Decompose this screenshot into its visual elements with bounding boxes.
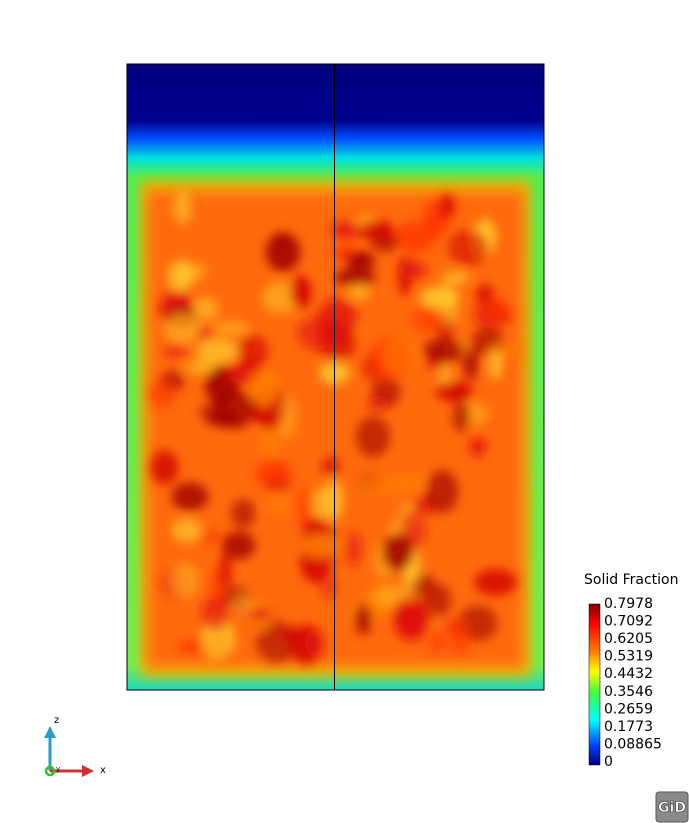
contour-blob <box>321 456 340 477</box>
legend: Solid Fraction 0.79780.70920.62050.53190… <box>584 572 678 770</box>
contour-blob <box>316 298 358 340</box>
contour-blob <box>330 221 362 240</box>
contour-blob <box>449 618 469 655</box>
contour-blob <box>236 334 269 369</box>
contour-blob <box>171 563 199 598</box>
contour-blob <box>171 518 203 543</box>
contour-blob <box>231 595 255 621</box>
contour-field <box>127 64 544 690</box>
contour-blob <box>296 487 312 528</box>
logo-text: GiD <box>658 800 686 816</box>
contour-blob <box>394 473 426 493</box>
contour-blob <box>255 460 292 488</box>
axis-triad: z x y <box>44 715 106 777</box>
x-label: x <box>100 765 106 776</box>
contour-blob <box>360 475 400 496</box>
contour-blob <box>346 252 376 272</box>
domain-outline <box>126 63 545 691</box>
contour-blob <box>489 349 502 381</box>
contour-blob <box>163 343 189 357</box>
contour-blob <box>382 533 414 572</box>
contour-blob <box>367 395 389 412</box>
x-arrowhead <box>82 765 94 777</box>
legend-label: 0.4432 <box>604 666 653 682</box>
contour-blob <box>148 380 177 408</box>
contour-blob <box>200 597 230 632</box>
contour-blob <box>322 479 344 521</box>
contour-blob <box>168 259 194 292</box>
legend-label: 0.7092 <box>604 614 653 630</box>
contour-blob <box>474 569 517 596</box>
contour-blob <box>150 449 179 485</box>
contour-blob <box>282 627 301 643</box>
contour-blob <box>279 395 297 439</box>
logo-badge <box>655 791 689 823</box>
legend-label: 0.6205 <box>604 631 653 647</box>
contour-blob <box>420 286 461 309</box>
contour-blob <box>172 190 193 225</box>
contour-blob <box>290 275 312 309</box>
contour-blob <box>354 603 372 635</box>
contour-blob <box>358 221 395 239</box>
contour-blob <box>424 338 464 363</box>
contour-blob <box>399 259 427 281</box>
contour-blob <box>462 346 479 381</box>
contour-blob <box>265 232 301 272</box>
contour-blob <box>221 531 256 560</box>
legend-label: 0.7978 <box>604 596 653 612</box>
legend-label: 0 <box>604 754 613 770</box>
contour-blob <box>469 437 486 456</box>
contour-blob <box>321 573 336 600</box>
contour-blob <box>171 482 209 512</box>
contour-blob <box>452 401 470 432</box>
legend-label: 0.1773 <box>604 719 653 735</box>
legend-label: 0.2659 <box>604 701 653 717</box>
contour-blob <box>230 498 256 528</box>
contour-blob <box>439 193 455 219</box>
contour-blob <box>302 534 343 558</box>
contour-blob <box>412 304 444 334</box>
contour-blob <box>393 221 436 253</box>
z-arrowhead <box>44 726 56 738</box>
contour-blob <box>380 339 416 375</box>
legend-label: 0.3546 <box>604 684 653 700</box>
contour-blob <box>196 338 239 364</box>
contour-blob <box>184 360 216 375</box>
legend-label: 0.08865 <box>604 736 662 752</box>
contour-blob <box>355 416 391 458</box>
contour-blob <box>409 573 436 598</box>
contour-blob <box>264 498 291 513</box>
contour-blob <box>394 604 428 641</box>
logo: GiD <box>655 791 689 823</box>
contour-blob <box>191 296 219 321</box>
contour-blob <box>213 389 256 429</box>
contour-blob <box>219 552 232 590</box>
contour-blob <box>312 487 327 522</box>
contour-blob <box>305 628 324 658</box>
contour-blob <box>345 532 363 567</box>
contour-blob <box>441 271 470 285</box>
contour-blob <box>484 298 509 321</box>
contour-blob <box>261 281 300 314</box>
y-label: y <box>56 765 60 773</box>
contour-blob <box>164 312 201 345</box>
contour-blob <box>347 284 371 301</box>
contour-blob <box>475 283 495 306</box>
contour-blob <box>435 381 474 402</box>
color-bar <box>588 603 601 766</box>
legend-title: Solid Fraction <box>584 572 678 588</box>
y-axis-marker <box>44 765 56 777</box>
contour-blob <box>334 268 376 287</box>
contour-blob <box>425 469 459 514</box>
contour-blob <box>249 369 280 407</box>
z-label: z <box>54 715 59 726</box>
contour-blob <box>213 321 250 336</box>
contour-blob <box>198 530 222 544</box>
legend-label: 0.5319 <box>604 649 653 665</box>
contour-blob <box>447 229 489 266</box>
contour-blob <box>429 631 446 655</box>
